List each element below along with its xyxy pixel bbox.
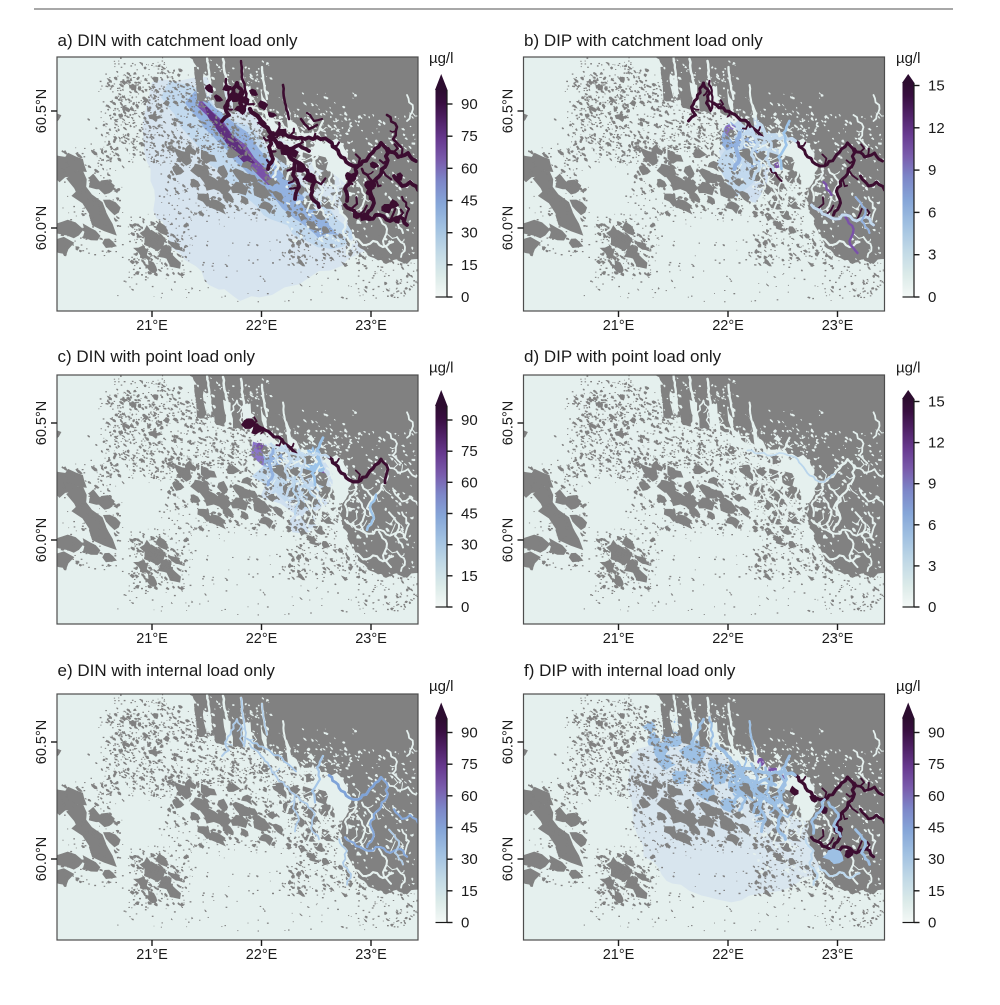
svg-text:0: 0 (928, 599, 936, 616)
svg-text:60: 60 (461, 788, 478, 805)
svg-text:60.5°N: 60.5°N (34, 89, 50, 134)
svg-text:23°E: 23°E (822, 631, 854, 647)
svg-text:12: 12 (928, 120, 945, 137)
svg-text:23°E: 23°E (355, 631, 387, 647)
svg-text:60.5°N: 60.5°N (501, 89, 517, 134)
svg-text:90: 90 (461, 412, 478, 429)
svg-text:90: 90 (461, 725, 478, 742)
svg-text:6: 6 (928, 517, 936, 534)
svg-text:15: 15 (928, 883, 945, 900)
svg-text:22°E: 22°E (712, 318, 744, 334)
svg-text:60.5°N: 60.5°N (501, 401, 517, 446)
svg-text:15: 15 (928, 394, 945, 411)
svg-text:c) DIN with point load only: c) DIN with point load only (58, 347, 256, 366)
svg-text:22°E: 22°E (712, 947, 744, 963)
svg-text:45: 45 (461, 820, 478, 837)
svg-text:15: 15 (461, 883, 478, 900)
svg-text:23°E: 23°E (822, 318, 854, 334)
svg-text:60.0°N: 60.0°N (501, 837, 517, 882)
svg-text:22°E: 22°E (712, 631, 744, 647)
svg-text:15: 15 (461, 257, 478, 274)
svg-text:60.0°N: 60.0°N (34, 206, 50, 251)
svg-text:60.0°N: 60.0°N (34, 518, 50, 563)
svg-text:60.5°N: 60.5°N (34, 720, 50, 765)
svg-text:60: 60 (928, 788, 945, 805)
svg-text:60: 60 (461, 474, 478, 491)
svg-text:b) DIP with catchment load onl: b) DIP with catchment load only (524, 31, 763, 50)
svg-text:e) DIN with internal load only: e) DIN with internal load only (58, 661, 276, 680)
svg-text:12: 12 (928, 435, 945, 452)
svg-text:23°E: 23°E (822, 947, 854, 963)
svg-text:µg/l: µg/l (896, 360, 921, 377)
svg-text:21°E: 21°E (136, 947, 168, 963)
svg-text:µg/l: µg/l (429, 360, 454, 377)
svg-text:µg/l: µg/l (896, 50, 921, 67)
svg-text:3: 3 (928, 558, 936, 575)
svg-text:0: 0 (928, 915, 936, 932)
svg-text:30: 30 (928, 851, 945, 868)
svg-text:µg/l: µg/l (429, 678, 454, 695)
svg-text:3: 3 (928, 247, 936, 264)
svg-text:30: 30 (461, 225, 478, 242)
svg-text:21°E: 21°E (136, 631, 168, 647)
svg-text:15: 15 (461, 568, 478, 585)
svg-text:µg/l: µg/l (896, 678, 921, 695)
svg-text:f) DIP with internal load only: f) DIP with internal load only (524, 661, 736, 680)
svg-text:0: 0 (461, 599, 469, 616)
svg-text:60: 60 (461, 160, 478, 177)
svg-text:9: 9 (928, 476, 936, 493)
svg-text:22°E: 22°E (246, 631, 278, 647)
svg-text:75: 75 (461, 756, 478, 773)
svg-text:6: 6 (928, 204, 936, 221)
svg-text:a) DIN with catchment load onl: a) DIN with catchment load only (58, 31, 298, 50)
svg-text:23°E: 23°E (355, 947, 387, 963)
svg-text:21°E: 21°E (603, 631, 635, 647)
svg-text:75: 75 (461, 443, 478, 460)
svg-text:90: 90 (461, 96, 478, 113)
svg-text:21°E: 21°E (603, 318, 635, 334)
svg-text:30: 30 (461, 851, 478, 868)
svg-text:22°E: 22°E (246, 947, 278, 963)
svg-text:15: 15 (928, 78, 945, 95)
svg-text:75: 75 (928, 756, 945, 773)
svg-text:45: 45 (928, 820, 945, 837)
svg-text:60.0°N: 60.0°N (501, 518, 517, 563)
svg-text:75: 75 (461, 128, 478, 145)
svg-text:90: 90 (928, 725, 945, 742)
svg-text:23°E: 23°E (355, 318, 387, 334)
svg-text:60.0°N: 60.0°N (501, 206, 517, 251)
svg-text:0: 0 (461, 915, 469, 932)
svg-text:21°E: 21°E (136, 318, 168, 334)
svg-text:22°E: 22°E (246, 318, 278, 334)
svg-text:0: 0 (928, 289, 936, 306)
svg-text:45: 45 (461, 193, 478, 210)
svg-text:45: 45 (461, 506, 478, 523)
svg-text:µg/l: µg/l (429, 50, 454, 67)
svg-text:60.5°N: 60.5°N (34, 401, 50, 446)
svg-text:60.0°N: 60.0°N (34, 837, 50, 882)
svg-text:60.5°N: 60.5°N (501, 720, 517, 765)
svg-text:d) DIP with point load only: d) DIP with point load only (524, 347, 722, 366)
svg-text:21°E: 21°E (603, 947, 635, 963)
svg-text:30: 30 (461, 537, 478, 554)
svg-text:0: 0 (461, 289, 469, 306)
svg-text:9: 9 (928, 162, 936, 179)
